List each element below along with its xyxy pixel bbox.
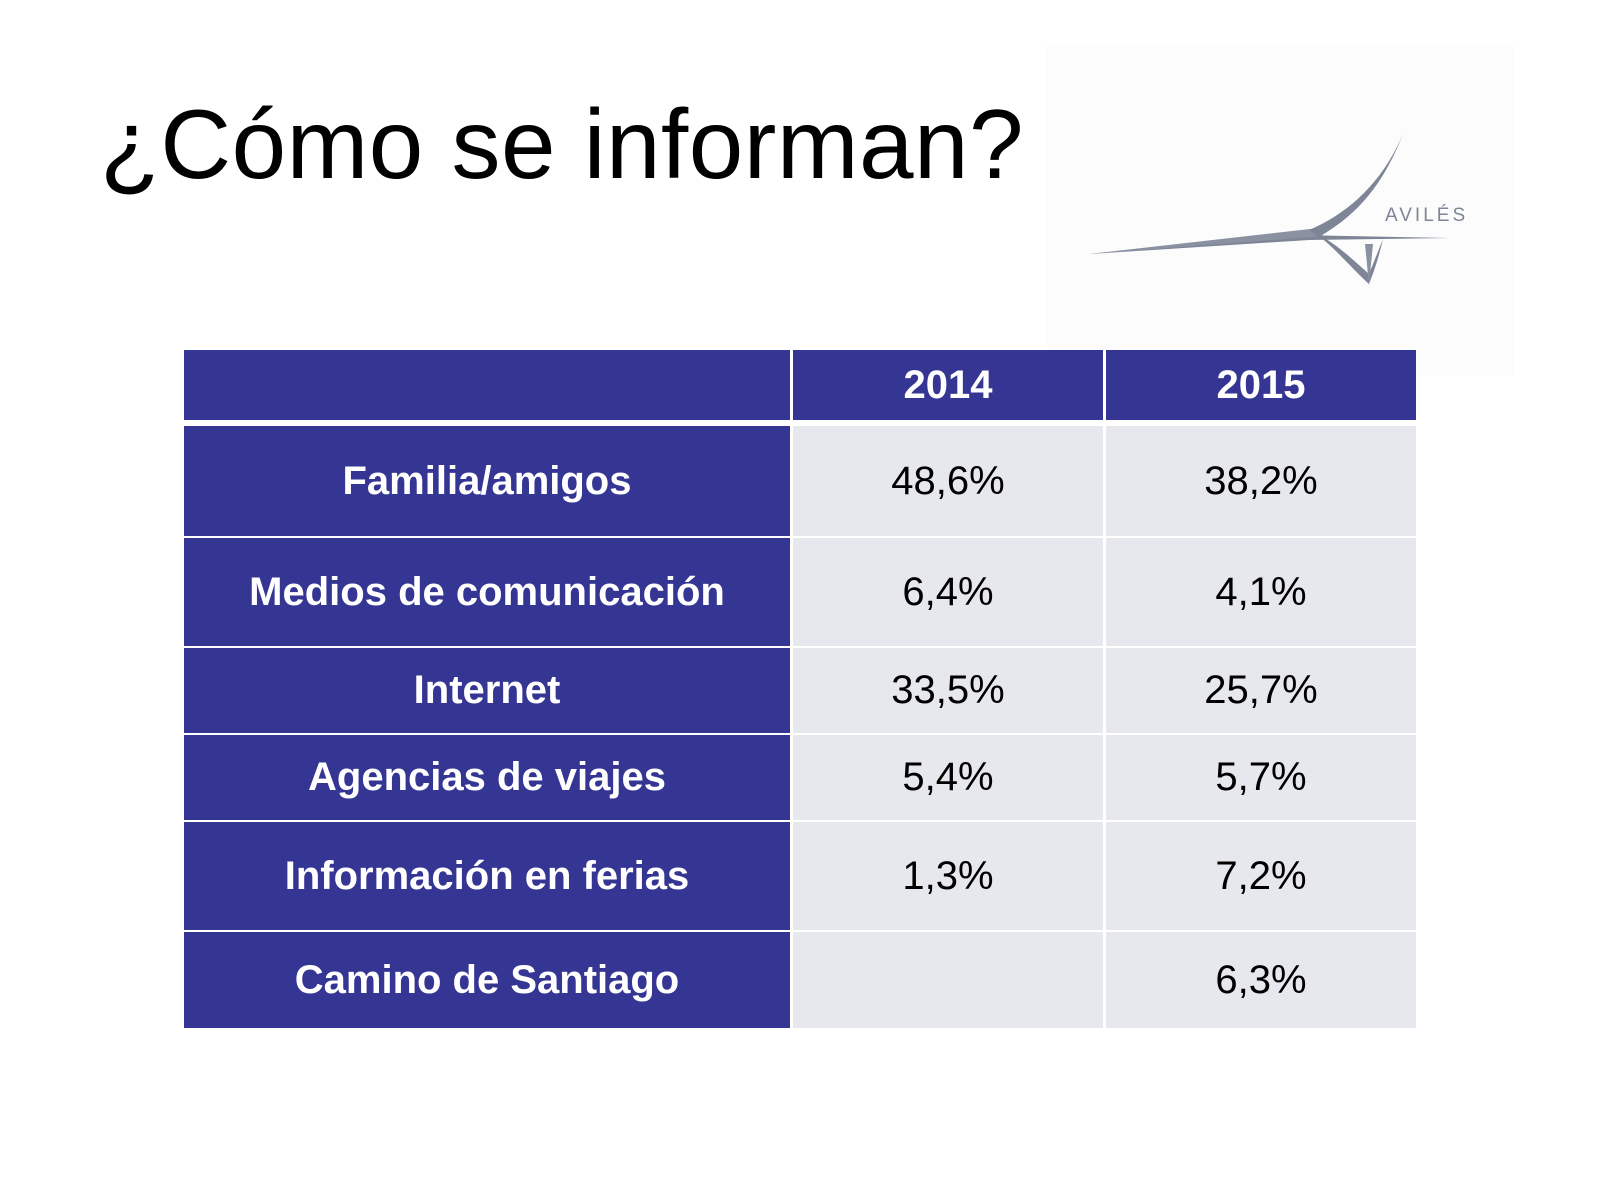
value-2015: 25,7% — [1103, 646, 1416, 733]
value-2014: 1,3% — [790, 820, 1103, 930]
slide-title: ¿Cómo se informan? — [100, 89, 1025, 199]
table-row: Agencias de viajes 5,4% 5,7% — [184, 733, 1416, 820]
logo-text: AVILÉS — [1385, 205, 1468, 226]
value-2015: 4,1% — [1103, 536, 1416, 646]
row-label: Medios de comunicación — [184, 536, 790, 646]
aviles-logo-mark: AVILÉS — [1089, 132, 1468, 285]
value-2015: 6,3% — [1103, 930, 1416, 1028]
header-empty-cell — [184, 350, 790, 426]
table-row: Internet 33,5% 25,7% — [184, 646, 1416, 733]
table-row: Familia/amigos 48,6% 38,2% — [184, 426, 1416, 536]
row-label: Internet — [184, 646, 790, 733]
table-row: Camino de Santiago 6,3% — [184, 930, 1416, 1028]
value-2015: 38,2% — [1103, 426, 1416, 536]
table-row: Medios de comunicación 6,4% 4,1% — [184, 536, 1416, 646]
row-label: Camino de Santiago — [184, 930, 790, 1028]
aviles-logo: AVILÉS — [1047, 44, 1514, 376]
value-2015: 7,2% — [1103, 820, 1416, 930]
row-label: Información en ferias — [184, 820, 790, 930]
table-header-row: 2014 2015 — [184, 350, 1416, 426]
row-label: Agencias de viajes — [184, 733, 790, 820]
value-2015: 5,7% — [1103, 733, 1416, 820]
value-2014: 6,4% — [790, 536, 1103, 646]
value-2014: 5,4% — [790, 733, 1103, 820]
value-2014: 33,5% — [790, 646, 1103, 733]
value-2014 — [790, 930, 1103, 1028]
row-label: Familia/amigos — [184, 426, 790, 536]
value-2014: 48,6% — [790, 426, 1103, 536]
table-row: Información en ferias 1,3% 7,2% — [184, 820, 1416, 930]
header-2015: 2015 — [1103, 350, 1416, 426]
sources-table: 2014 2015 Familia/amigos 48,6% 38,2% Med… — [184, 350, 1416, 1028]
header-2014: 2014 — [790, 350, 1103, 426]
